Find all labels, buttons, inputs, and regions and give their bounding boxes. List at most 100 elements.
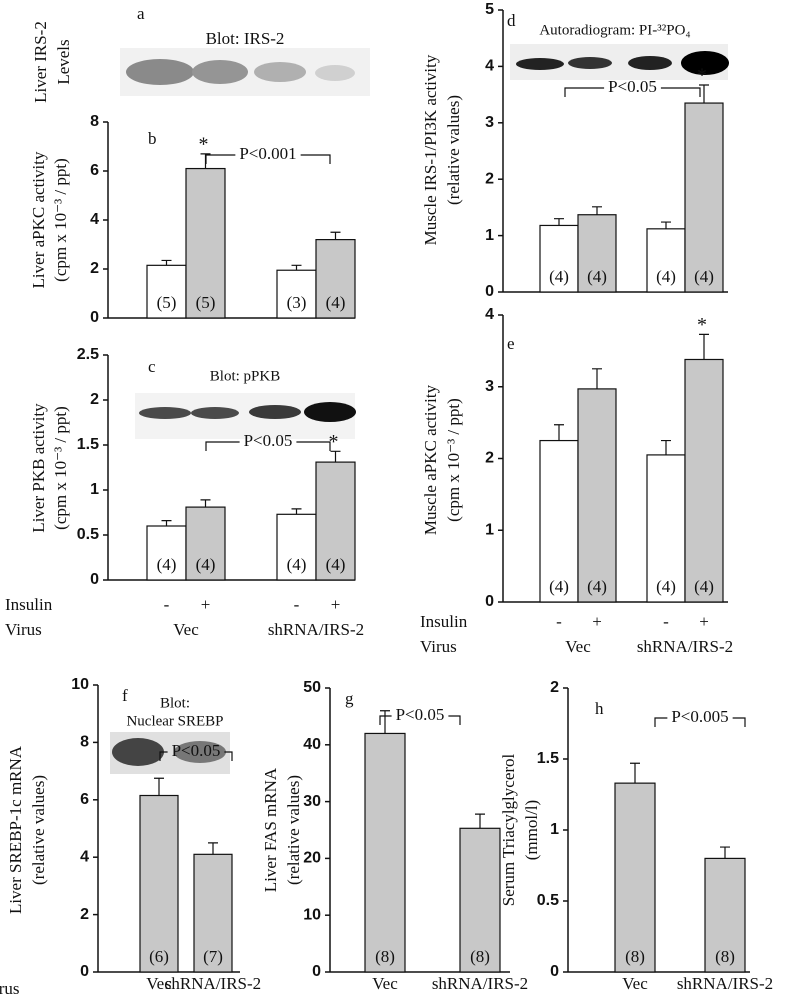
row-label: Insulin (5, 595, 53, 614)
error-bar (720, 846, 730, 859)
error-bar (330, 450, 341, 463)
significance-bracket (379, 715, 461, 725)
bar (704, 857, 746, 973)
category-label: Vec (372, 974, 398, 993)
panel-label: f (122, 686, 128, 705)
insulin-sign: - (164, 595, 170, 614)
y-tick-label: 0 (485, 283, 494, 300)
y-tick-label: 1.5 (537, 750, 559, 767)
category-label: shRNA/IRS-2 (268, 620, 364, 639)
n-label: (8) (470, 947, 490, 966)
bar (684, 102, 724, 293)
y-tick-label: 6 (80, 791, 89, 808)
panel-label: h (595, 699, 604, 718)
category-label: shRNA/IRS-2 (165, 974, 261, 993)
y-tick-label: 1 (550, 821, 559, 838)
y-tick-label: 0.5 (77, 526, 99, 543)
error-bar (380, 710, 390, 734)
y-tick-label: 0 (90, 309, 99, 326)
panel-label: a (137, 4, 145, 23)
n-label: (4) (587, 577, 607, 596)
significance-bracket (564, 87, 701, 97)
y-axis-label: Liver SREBP-1c mRNA (6, 745, 25, 914)
y-tick-label: 0 (80, 963, 89, 980)
n-label: (4) (656, 267, 676, 286)
category-label: shRNA/IRS-2 (637, 637, 733, 656)
bar (577, 214, 617, 293)
category-label: shRNA/IRS-2 (432, 974, 528, 993)
insulin-sign: - (294, 595, 300, 614)
n-label: (3) (287, 293, 307, 312)
y-axis-label: (relative values) (284, 775, 303, 885)
bar (193, 853, 233, 973)
insulin-sign: + (331, 595, 341, 614)
n-label: (4) (549, 577, 569, 596)
n-label: (6) (149, 947, 169, 966)
bar (185, 167, 226, 319)
panel-label: d (507, 11, 516, 30)
inset-label: Nuclear SREBP (126, 713, 223, 729)
error-bar (291, 508, 302, 515)
y-tick-label: 3 (485, 378, 494, 395)
y-axis-label: (cpm x 10⁻³ / ppt) (444, 398, 463, 522)
y-tick-label: 1 (90, 481, 99, 498)
y-tick-label: 2 (80, 906, 89, 923)
n-label: (4) (656, 577, 676, 596)
error-bar (330, 231, 341, 240)
y-tick-label: 30 (303, 793, 321, 810)
significance-star: * (697, 314, 707, 336)
bar (364, 732, 406, 973)
category-label: Vec (173, 620, 199, 639)
row-label: irus (0, 979, 20, 998)
inset-label: Blot: (160, 695, 190, 711)
bar (139, 794, 179, 973)
n-label: (8) (715, 947, 735, 966)
row-label: Virus (420, 637, 457, 656)
error-bar (200, 499, 211, 508)
blot-image (135, 393, 356, 439)
error-bar (291, 264, 302, 271)
insulin-sign: + (201, 595, 211, 614)
y-axis-label: (cpm x 10⁻³ / ppt) (51, 406, 70, 530)
p-value: P<0.05 (396, 705, 445, 724)
n-label: (4) (287, 555, 307, 574)
y-axis-label: Liver IRS-2 (31, 21, 50, 103)
n-label: (4) (326, 293, 346, 312)
error-bar (554, 218, 564, 226)
y-tick-label: 3 (485, 114, 494, 131)
y-tick-label: 1 (485, 521, 494, 538)
y-tick-label: 4 (485, 58, 494, 75)
bar (614, 782, 656, 973)
error-bar (699, 84, 709, 104)
n-label: (4) (196, 555, 216, 574)
error-bar (554, 424, 564, 441)
panel-label: b (148, 129, 157, 148)
category-label: shRNA/IRS-2 (677, 974, 773, 993)
n-label: (8) (375, 947, 395, 966)
y-tick-label: 0.5 (537, 892, 559, 909)
y-axis-label: Levels (54, 39, 73, 84)
bar (276, 269, 317, 319)
p-value: P<0.05 (608, 77, 657, 96)
bar (146, 264, 187, 319)
error-bar (699, 333, 709, 360)
y-tick-label: 1 (485, 227, 494, 244)
y-tick-label: 2 (550, 679, 559, 696)
y-tick-label: 2 (485, 170, 494, 187)
y-tick-label: 4 (90, 211, 99, 228)
n-label: (4) (157, 555, 177, 574)
significance-bracket (205, 154, 331, 164)
significance-bracket (654, 717, 746, 727)
n-label: (4) (694, 577, 714, 596)
error-bar (630, 762, 640, 784)
insulin-sign: + (699, 612, 709, 631)
bar (185, 506, 226, 581)
y-tick-label: 0 (312, 963, 321, 980)
y-tick-label: 50 (303, 679, 321, 696)
y-tick-label: 6 (90, 162, 99, 179)
insulin-sign: + (592, 612, 602, 631)
row-label: Insulin (420, 612, 468, 631)
p-value: P<0.001 (239, 144, 296, 163)
